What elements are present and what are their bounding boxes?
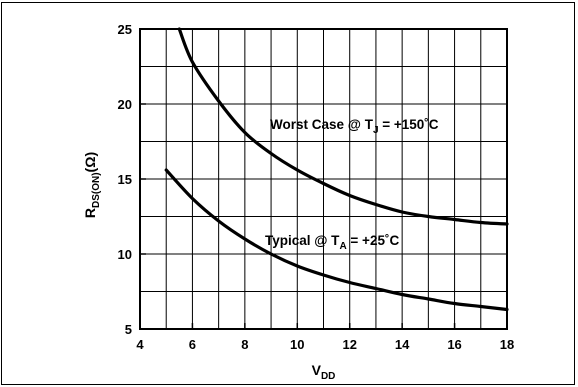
x-tick-label: 8 <box>241 337 248 352</box>
series-label-tail: = +25˚C <box>347 233 400 248</box>
series-label-sub: J <box>373 125 379 136</box>
y-tick-label: 20 <box>118 97 132 112</box>
y-tick-label: 25 <box>118 22 132 37</box>
series-line-typical <box>164 168 509 312</box>
y-tick-label: 5 <box>125 322 132 337</box>
series-label-sub: A <box>339 241 346 252</box>
x-tick-label: 12 <box>342 337 356 352</box>
x-tick-label: 10 <box>290 337 304 352</box>
series-label-typical: Typical @ TA = +25˚C <box>265 233 399 252</box>
y-axis-label-sub: DS(ON) <box>91 172 102 208</box>
tick-marks <box>139 28 508 330</box>
x-axis-label: VDD <box>312 362 336 382</box>
series-label-main: Typical @ T <box>265 233 340 248</box>
x-axis-label-sub: DD <box>321 371 335 382</box>
grid <box>139 28 508 330</box>
series-label-main: Worst Case @ T <box>270 117 374 132</box>
x-tick-label: 4 <box>136 337 144 352</box>
x-tick-label: 18 <box>500 337 514 352</box>
x-axis-label-main: V <box>312 362 322 378</box>
series-label-worst-case: Worst Case @ TJ = +150˚C <box>270 117 439 136</box>
y-axis-label-unit: (Ω) <box>82 152 98 173</box>
y-tick-labels: 5 10 15 20 25 <box>118 22 132 337</box>
y-axis-label: RDS(ON)(Ω) <box>82 152 102 218</box>
x-tick-label: 16 <box>447 337 461 352</box>
x-tick-labels: 4 6 8 10 12 14 16 18 <box>136 337 514 352</box>
x-tick-label: 6 <box>189 337 196 352</box>
x-tick-label: 14 <box>395 337 410 352</box>
series-lines <box>164 27 509 312</box>
series-line-worst-case <box>177 27 509 226</box>
y-tick-label: 15 <box>118 172 132 187</box>
series-label-tail: = +150˚C <box>379 117 439 132</box>
y-axis-label-main: R <box>82 208 98 218</box>
y-tick-label: 10 <box>118 247 132 262</box>
